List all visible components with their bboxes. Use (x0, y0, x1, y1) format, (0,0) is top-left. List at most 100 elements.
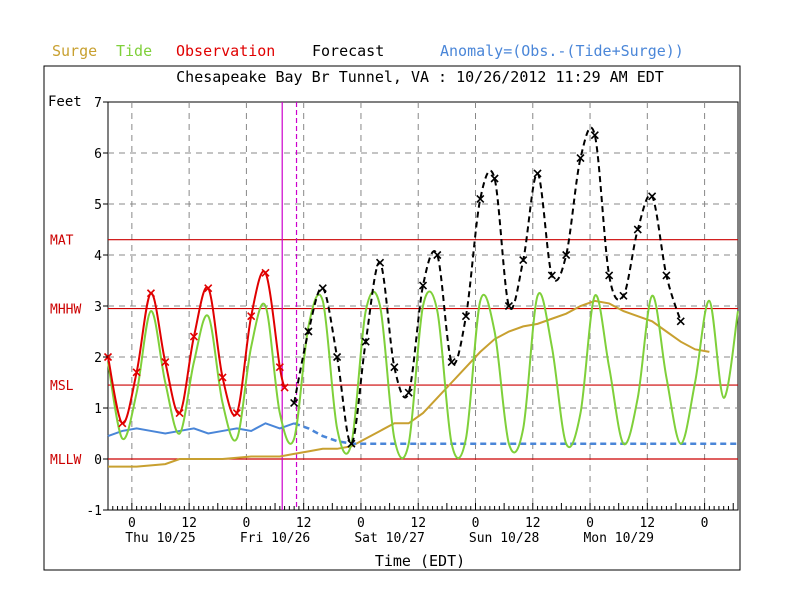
series-forecast-point (390, 363, 399, 372)
series-observation-point (280, 383, 289, 392)
series-forecast-point (461, 312, 471, 321)
series-forecast-point (619, 291, 628, 300)
day-label: Fri 10/26 (240, 531, 310, 546)
x-tick-label: 12 (525, 516, 541, 531)
series-layer (103, 126, 739, 468)
x-tick-label: 0 (701, 516, 709, 531)
series-forecast-point (662, 271, 671, 280)
point-stroke (280, 383, 289, 392)
series-observation-point (275, 363, 284, 372)
series-forecast-point (676, 317, 685, 326)
point-stroke (161, 358, 170, 367)
series-observation-point (132, 368, 141, 377)
x-tick-label: 0 (357, 516, 365, 531)
series-tide-line (107, 290, 739, 460)
series-forecast-point (633, 225, 642, 234)
x-tick-label: 12 (639, 516, 655, 531)
point-stroke (461, 312, 471, 321)
y-tick-label: -1 (86, 504, 102, 519)
point-stroke (433, 250, 442, 260)
series-forecast-point (290, 398, 299, 407)
series-observation-point (118, 419, 127, 428)
series-forecast-point (333, 352, 342, 362)
point-stroke (361, 337, 370, 346)
x-tick-label: 0 (128, 516, 136, 531)
point-stroke (547, 271, 556, 280)
datum-lines: MAT MHHW MSL MLLW (50, 234, 738, 468)
series-forecast-point (433, 250, 442, 260)
y-tick-label: 7 (94, 96, 102, 111)
point-stroke (146, 289, 156, 298)
series-observation-point (218, 373, 227, 382)
series-observation-point (189, 332, 198, 341)
point-stroke (189, 332, 198, 341)
point-stroke (175, 409, 184, 418)
series-anomaly-line (107, 422, 295, 437)
y-tick-label: 5 (94, 198, 102, 213)
series-forecast-point (648, 192, 657, 201)
y-tick-label: 4 (94, 249, 102, 264)
point-stroke (247, 312, 256, 321)
day-label: Thu 10/25 (125, 531, 195, 546)
x-tick-label: 12 (296, 516, 312, 531)
y-tick-label: 3 (94, 300, 102, 315)
y-tick-label: 2 (94, 351, 102, 366)
series-forecast-point (418, 281, 428, 290)
series-forecast-point (590, 131, 599, 140)
y-tick-label: 1 (94, 402, 102, 417)
point-stroke (648, 192, 657, 201)
x-axis-label: Time (EDT) (375, 552, 465, 570)
point-stroke (132, 368, 141, 377)
series-forecast-point (476, 194, 485, 203)
legend-observation: Observation (176, 42, 275, 60)
x-tick-label: 0 (472, 516, 480, 531)
series-anomaly-line-forecast (293, 422, 738, 445)
point-stroke (232, 409, 241, 418)
day-label: Sat 10/27 (354, 531, 424, 546)
legend-tide: Tide (116, 42, 152, 60)
series-observation-point (161, 358, 170, 367)
legend-surge: Surge (52, 42, 97, 60)
y-tick-label: 6 (94, 147, 102, 162)
x-tick-label: 12 (181, 516, 197, 531)
point-stroke (619, 291, 628, 300)
point-stroke (318, 284, 327, 293)
day-label: Sun 10/28 (469, 531, 539, 546)
point-stroke (590, 131, 599, 140)
chart-frame (43, 65, 741, 571)
point-stroke (404, 388, 413, 397)
point-stroke (204, 284, 213, 293)
point-stroke (676, 317, 685, 326)
datum-label-msl: MSL (50, 379, 74, 394)
point-stroke (533, 169, 542, 178)
series-forecast-point (562, 250, 571, 260)
series-forecast-point (504, 301, 513, 311)
point-stroke (261, 268, 270, 277)
series-forecast-line (293, 126, 682, 445)
series-forecast-point (404, 388, 413, 397)
point-stroke (504, 301, 513, 311)
series-forecast-point (361, 337, 370, 346)
chart-title: Chesapeake Bay Br Tunnel, VA : 10/26/201… (176, 68, 664, 86)
series-forecast-point (605, 271, 614, 280)
point-stroke (633, 225, 642, 234)
point-stroke (347, 439, 356, 448)
series-surge-line (108, 299, 710, 468)
series-forecast-point (490, 174, 499, 183)
point-stroke (118, 419, 127, 428)
day-label: Mon 10/29 (583, 531, 653, 546)
x-tick-label: 0 (586, 516, 594, 531)
point-stroke (490, 174, 499, 183)
legend-forecast: Forecast (312, 42, 384, 60)
datum-label-mat: MAT (50, 234, 74, 249)
series-observation-point (247, 312, 256, 321)
series-observation-point (204, 284, 213, 293)
y-axis-label: Feet (48, 94, 82, 110)
point-stroke (275, 363, 284, 372)
point-stroke (218, 373, 227, 382)
series-observation-point (146, 289, 156, 298)
series-forecast-point (304, 327, 313, 336)
series-forecast-point (576, 154, 585, 163)
series-observation-point (175, 409, 184, 418)
point-stroke (519, 256, 528, 265)
